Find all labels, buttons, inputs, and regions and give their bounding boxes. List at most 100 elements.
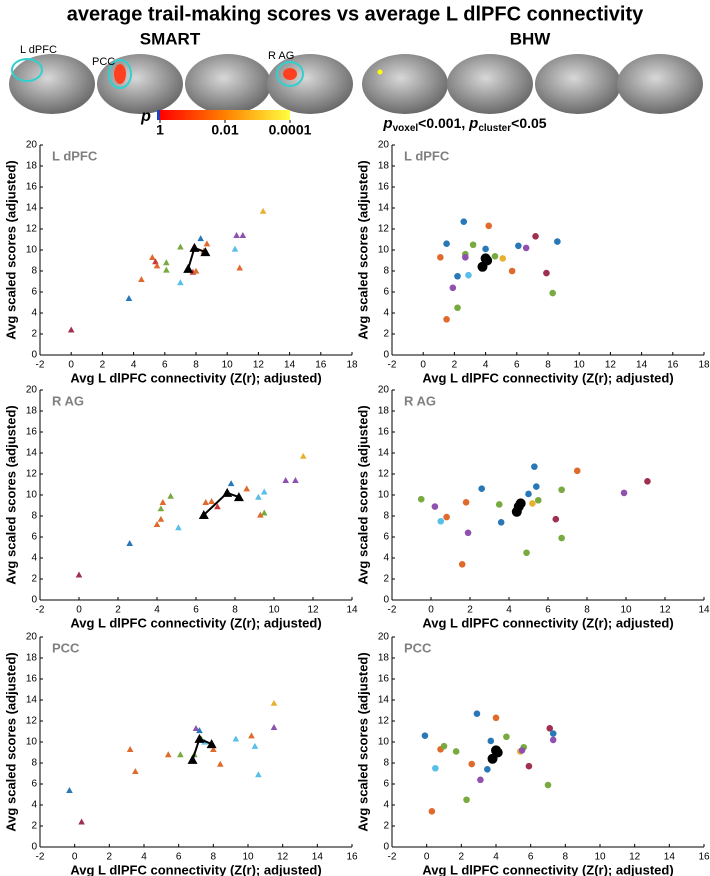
data-point [203, 240, 211, 247]
colorbar-label: p [140, 108, 151, 125]
data-point [558, 486, 565, 494]
x-tick-label: 2 [467, 605, 473, 616]
x-tick-label: -2 [388, 360, 397, 371]
threshold-part: cluster [478, 123, 511, 134]
y-axis-label: Avg scaled scores (adjusted) [3, 652, 18, 831]
data-point [292, 477, 299, 483]
x-tick-label: 4 [493, 852, 499, 863]
y-axis-label: Avg scaled scores (adjusted) [355, 405, 370, 584]
x-tick-label: 18 [698, 360, 710, 371]
y-tick-label: 4 [383, 308, 389, 319]
x-tick-label: 8 [211, 852, 217, 863]
threshold-part: p [382, 115, 392, 132]
data-point [523, 549, 530, 557]
region-label: R AG [268, 50, 294, 62]
y-tick-label: 16 [26, 182, 38, 193]
data-point [132, 768, 139, 775]
data-point [432, 764, 439, 772]
data-point [437, 517, 445, 525]
y-tick-label: 20 [26, 385, 38, 396]
y-axis-label: Avg scaled scores (adjusted) [3, 160, 18, 339]
y-tick-label: 14 [26, 695, 38, 706]
data-point [465, 271, 472, 279]
panel-title: PCC [52, 640, 80, 655]
y-tick-label: 16 [378, 427, 390, 438]
data-point [153, 262, 161, 269]
data-point [463, 796, 470, 804]
data-point [440, 742, 448, 750]
y-tick-label: 4 [383, 800, 389, 811]
y-tick-label: 12 [378, 469, 390, 480]
threshold-part: voxel [393, 123, 419, 134]
x-tick-label: 8 [193, 360, 199, 371]
data-point [157, 515, 165, 522]
data-point [231, 245, 239, 252]
x-axis-label: Avg L dlPFC connectivity (Z(r); adjusted… [70, 862, 321, 876]
data-point [259, 207, 267, 214]
data-point [460, 218, 468, 225]
x-tick-label: 8 [545, 360, 551, 371]
y-axis-label: Avg scaled scores (adjusted) [355, 160, 370, 339]
y-tick-label: 6 [383, 287, 389, 298]
y-tick-label: 12 [378, 716, 390, 727]
data-point [443, 513, 450, 521]
data-point [462, 499, 470, 506]
data-point [620, 489, 628, 497]
data-point [260, 488, 268, 495]
x-tick-label: 18 [346, 360, 358, 371]
x-tick-label: 8 [563, 852, 569, 863]
data-point [525, 762, 533, 770]
x-tick-label: 14 [312, 852, 324, 863]
y-tick-label: 2 [31, 329, 37, 340]
data-point [443, 316, 450, 323]
x-tick-label: 10 [268, 605, 280, 616]
data-point [177, 751, 184, 758]
data-point [554, 238, 561, 245]
x-tick-label: 14 [284, 360, 296, 371]
y-tick-label: 2 [383, 574, 389, 585]
y-tick-label: 2 [31, 821, 37, 832]
data-point [495, 501, 503, 508]
y-tick-label: 6 [31, 779, 37, 790]
data-point [534, 496, 542, 504]
colorbar-tick-label: 0.01 [211, 122, 238, 138]
y-tick-label: 12 [26, 224, 38, 235]
data-point [194, 733, 205, 743]
x-tick-label: 2 [107, 852, 113, 863]
x-tick-label: 14 [698, 605, 710, 616]
y-tick-label: 20 [378, 385, 390, 396]
data-point [270, 699, 278, 706]
x-tick-label: -2 [36, 852, 45, 863]
y-tick-label: 4 [383, 553, 389, 564]
data-point [126, 746, 134, 752]
y-tick-label: 14 [26, 203, 38, 214]
y-tick-label: 18 [378, 653, 390, 664]
y-tick-label: 0 [383, 350, 389, 361]
data-point [482, 255, 493, 266]
data-point [233, 492, 244, 502]
data-point [573, 467, 581, 475]
y-tick-label: 8 [383, 266, 389, 277]
threshold-text: pvoxel<0.001, pcluster<0.05 [382, 115, 546, 134]
x-tick-label: 14 [346, 605, 358, 616]
data-point [138, 276, 145, 283]
data-point [187, 754, 198, 764]
x-tick-label: -2 [36, 360, 45, 371]
data-point [515, 242, 522, 250]
y-tick-label: 20 [26, 632, 38, 643]
x-tick-label: 16 [667, 360, 679, 371]
x-tick-label: 0 [428, 605, 434, 616]
data-point [183, 263, 194, 273]
y-tick-label: 18 [26, 161, 38, 172]
data-point [257, 511, 264, 518]
region-label: PCC [92, 56, 115, 68]
x-tick-label: 12 [307, 605, 319, 616]
data-point [126, 540, 133, 546]
data-point [153, 521, 161, 528]
data-point [163, 266, 170, 273]
y-tick-label: 8 [31, 758, 37, 769]
panel-title: L dPFC [404, 148, 450, 163]
y-tick-label: 10 [26, 490, 38, 501]
data-point [437, 254, 444, 261]
